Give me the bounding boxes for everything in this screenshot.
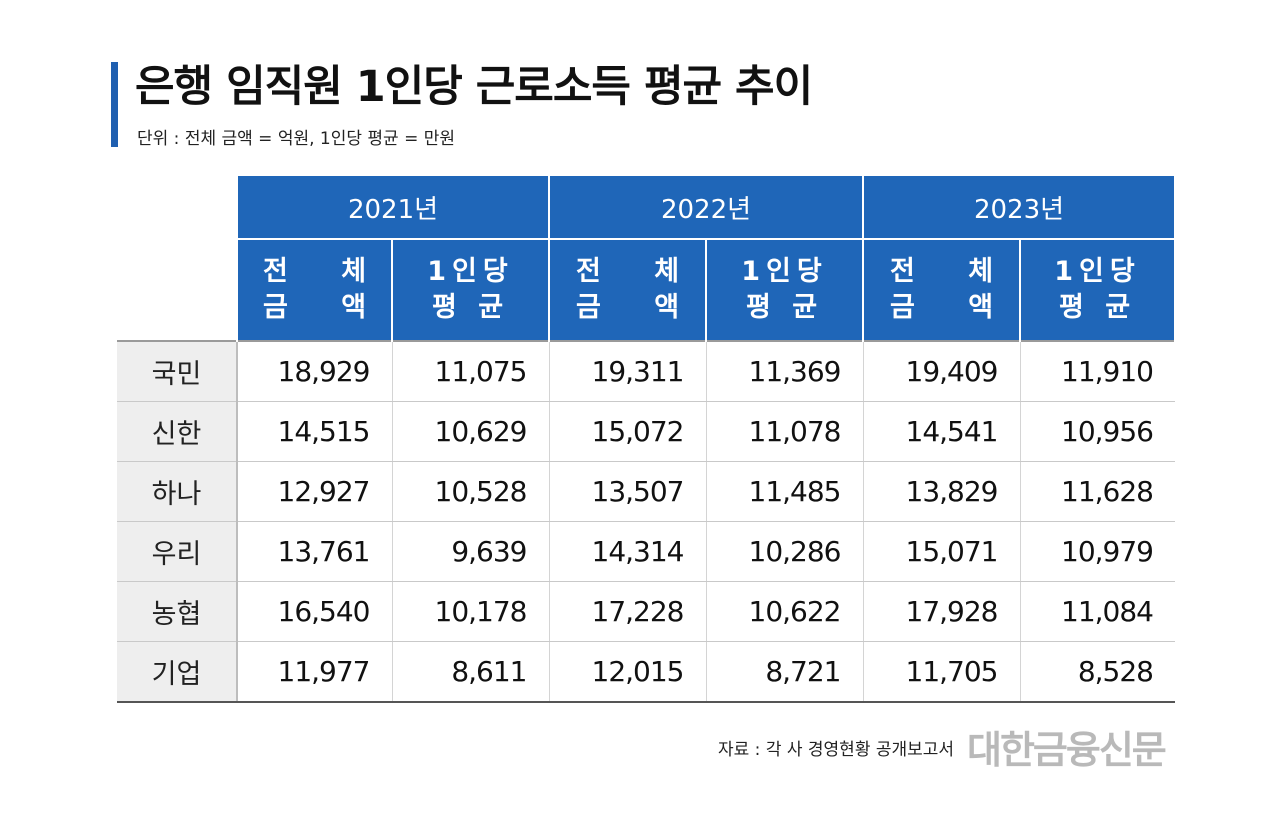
total-amount-cell: 13,507 bbox=[548, 461, 706, 522]
total-amount-cell: 12,015 bbox=[548, 641, 706, 703]
table-body: 국민 18,929 11,075 19,311 11,369 19,409 11,910 신한… bbox=[117, 340, 1175, 703]
bank-label: 기업 bbox=[117, 641, 238, 703]
source-note: 자료 : 각 사 경영현황 공개보고서 bbox=[718, 740, 955, 760]
per-capita-cell: 11,075 bbox=[391, 340, 549, 402]
per-capita-cell: 10,622 bbox=[705, 581, 863, 642]
table-row: 농협 16,540 10,178 17,228 10,622 17,928 11,084 bbox=[117, 581, 1175, 642]
col-header-per-capita: 1인당 평 균 bbox=[1019, 239, 1176, 341]
total-amount-cell: 18,929 bbox=[236, 340, 392, 402]
total-amount-cell: 15,072 bbox=[548, 401, 706, 462]
per-capita-cell: 9,639 bbox=[391, 521, 549, 582]
table-row: 기업 11,977 8,611 12,015 8,721 11,705 8,528 bbox=[117, 641, 1175, 703]
bank-label: 농협 bbox=[117, 581, 238, 642]
per-capita-cell: 10,956 bbox=[1019, 401, 1175, 462]
total-amount-cell: 19,409 bbox=[862, 340, 1020, 402]
total-amount-cell: 19,311 bbox=[548, 340, 706, 402]
per-capita-cell: 10,286 bbox=[705, 521, 863, 582]
year-header: 2023년 bbox=[862, 176, 1176, 240]
per-capita-cell: 10,979 bbox=[1019, 521, 1175, 582]
bank-label: 우리 bbox=[117, 521, 238, 582]
page-title: 은행 임직원 1인당 근로소득 평균 추이 bbox=[135, 62, 813, 112]
per-capita-cell: 11,369 bbox=[705, 340, 863, 402]
per-capita-cell: 10,178 bbox=[391, 581, 549, 642]
total-amount-cell: 17,928 bbox=[862, 581, 1020, 642]
header-corner bbox=[117, 176, 237, 341]
bank-label: 하나 bbox=[117, 461, 238, 522]
table-row: 신한 14,515 10,629 15,072 11,078 14,541 10,956 bbox=[117, 401, 1175, 462]
year-header: 2021년 bbox=[236, 176, 550, 240]
total-amount-cell: 15,071 bbox=[862, 521, 1020, 582]
per-capita-cell: 11,628 bbox=[1019, 461, 1175, 522]
total-amount-cell: 17,228 bbox=[548, 581, 706, 642]
table-row: 우리 13,761 9,639 14,314 10,286 15,071 10,979 bbox=[117, 521, 1175, 582]
brand-logo: 대한금융신문 bbox=[967, 728, 1167, 772]
total-amount-cell: 14,314 bbox=[548, 521, 706, 582]
total-amount-cell: 12,927 bbox=[236, 461, 392, 522]
total-amount-cell: 16,540 bbox=[236, 581, 392, 642]
total-amount-cell: 14,541 bbox=[862, 401, 1020, 462]
table-row: 하나 12,927 10,528 13,507 11,485 13,829 11,628 bbox=[117, 461, 1175, 522]
per-capita-cell: 8,611 bbox=[391, 641, 549, 703]
year-header: 2022년 bbox=[548, 176, 864, 240]
bank-label: 신한 bbox=[117, 401, 238, 462]
unit-note: 단위 : 전체 금액 = 억원, 1인당 평균 = 만원 bbox=[137, 129, 456, 149]
per-capita-cell: 10,528 bbox=[391, 461, 549, 522]
total-amount-cell: 11,977 bbox=[236, 641, 392, 703]
total-amount-cell: 14,515 bbox=[236, 401, 392, 462]
per-capita-cell: 8,721 bbox=[705, 641, 863, 703]
bank-label: 국민 bbox=[117, 340, 238, 402]
total-amount-cell: 13,761 bbox=[236, 521, 392, 582]
col-header-per-capita: 1인당 평 균 bbox=[705, 239, 864, 341]
title-accent-bar bbox=[111, 62, 118, 147]
per-capita-cell: 8,528 bbox=[1019, 641, 1175, 703]
table-row: 국민 18,929 11,075 19,311 11,369 19,409 11,910 bbox=[117, 340, 1175, 402]
per-capita-cell: 11,910 bbox=[1019, 340, 1175, 402]
per-capita-cell: 11,485 bbox=[705, 461, 863, 522]
col-header-per-capita: 1인당 평 균 bbox=[391, 239, 550, 341]
per-capita-cell: 11,078 bbox=[705, 401, 863, 462]
per-capita-cell: 11,084 bbox=[1019, 581, 1175, 642]
total-amount-cell: 13,829 bbox=[862, 461, 1020, 522]
per-capita-cell: 10,629 bbox=[391, 401, 549, 462]
total-amount-cell: 11,705 bbox=[862, 641, 1020, 703]
